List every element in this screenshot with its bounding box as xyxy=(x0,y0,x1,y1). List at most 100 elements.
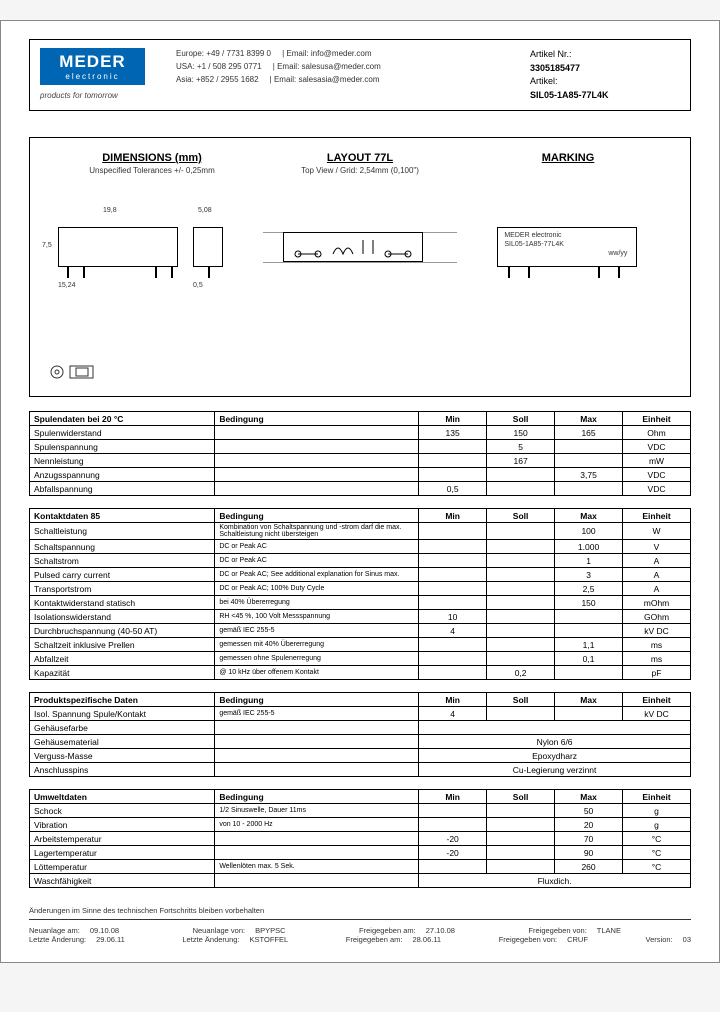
row-min xyxy=(419,860,487,874)
row-span-value: Epoxydharz xyxy=(419,749,691,763)
table-title: Umweltdaten xyxy=(30,790,215,804)
row-condition: von 10 - 2000 Hz xyxy=(215,818,419,832)
row-label: Kontaktwiderstand statisch xyxy=(30,596,215,610)
row-unit: A xyxy=(623,554,691,568)
row-condition xyxy=(215,721,419,735)
phone: +1 / 508 295 0771 xyxy=(197,62,262,71)
dimensions-sub: Unspecified Tolerances +/- 0,25mm xyxy=(48,166,256,175)
email-label: | Email: xyxy=(282,49,309,58)
footer-value: 29.06.11 xyxy=(96,935,125,944)
row-min xyxy=(419,638,487,652)
row-min xyxy=(419,568,487,582)
table-header: Einheit xyxy=(623,790,691,804)
table-header: Max xyxy=(555,693,623,707)
table-row: Nennleistung167mW xyxy=(30,454,691,468)
row-label: Schaltstrom xyxy=(30,554,215,568)
article-no: 3305185477 xyxy=(530,62,680,76)
footer-separator xyxy=(29,919,691,920)
row-soll xyxy=(487,638,555,652)
row-soll xyxy=(487,554,555,568)
row-unit: mW xyxy=(623,454,691,468)
row-label: Abfallspannung xyxy=(30,482,215,496)
row-max: 260 xyxy=(555,860,623,874)
row-span-value xyxy=(419,721,691,735)
row-soll xyxy=(487,624,555,638)
table-row: Verguss-MasseEpoxydharz xyxy=(30,749,691,763)
row-soll: 5 xyxy=(487,440,555,454)
dimensions-heading: DIMENSIONS (mm) Unspecified Tolerances +… xyxy=(48,152,256,175)
row-condition: 1/2 Sinuswelle, Dauer 11ms xyxy=(215,804,419,818)
row-condition: gemessen ohne Spulenerregung xyxy=(215,652,419,666)
marking-line1: MEDER electronic xyxy=(504,232,642,239)
layout-drawing xyxy=(263,187,458,347)
table-header: Einheit xyxy=(623,412,691,426)
table-header: Bedingung xyxy=(215,412,419,426)
row-soll xyxy=(487,846,555,860)
footer-label: Freigegeben am: xyxy=(359,926,416,935)
table-header: Soll xyxy=(487,412,555,426)
table-header: Soll xyxy=(487,509,555,523)
row-min xyxy=(419,596,487,610)
row-min: 4 xyxy=(419,707,487,721)
table-header: Min xyxy=(419,693,487,707)
spec-table: UmweltdatenBedingungMinSollMaxEinheitSch… xyxy=(29,789,691,888)
table-row: AnschlusspinsCu-Legierung verzinnt xyxy=(30,763,691,777)
contact-column: Europe: +49 / 7731 8399 0 | Email: info@… xyxy=(176,48,514,102)
row-min xyxy=(419,468,487,482)
dim-label: 7,5 xyxy=(42,242,52,249)
row-min: -20 xyxy=(419,846,487,860)
row-label: Nennleistung xyxy=(30,454,215,468)
contact-asia: Asia: +852 / 2955 1682 | Email: salesasi… xyxy=(176,74,514,87)
table-row: SchaltleistungKombination von Schaltspan… xyxy=(30,523,691,540)
row-label: Schaltzeit inklusive Prellen xyxy=(30,638,215,652)
row-max: 20 xyxy=(555,818,623,832)
table-row: Spulenspannung 5 VDC xyxy=(30,440,691,454)
row-condition xyxy=(215,454,419,468)
row-unit: GOhm xyxy=(623,610,691,624)
marking-body: MEDER electronic SIL05-1A85-77L4K ww/yy xyxy=(497,227,637,267)
row-span-value: Nylon 6/6 xyxy=(419,735,691,749)
row-soll: 0,2 xyxy=(487,666,555,680)
row-soll xyxy=(487,523,555,540)
row-soll xyxy=(487,482,555,496)
email: salesasia@meder.com xyxy=(298,75,379,84)
row-unit: °C xyxy=(623,832,691,846)
row-max: 3 xyxy=(555,568,623,582)
article-label: Artikel: xyxy=(530,75,680,89)
marking-line2: SIL05-1A85-77L4K xyxy=(504,241,642,248)
table-row: WaschfähigkeitFluxdich. xyxy=(30,874,691,888)
region-label: USA: xyxy=(176,62,195,71)
row-max xyxy=(555,482,623,496)
row-min xyxy=(419,540,487,554)
phone: +852 / 2955 1682 xyxy=(196,75,259,84)
row-label: Spulenspannung xyxy=(30,440,215,454)
row-min: 4 xyxy=(419,624,487,638)
row-label: Lagertemperatur xyxy=(30,846,215,860)
row-condition: Kombination von Schaltspannung und -stro… xyxy=(215,523,419,540)
row-soll xyxy=(487,582,555,596)
row-condition: @ 10 kHz über offenem Kontakt xyxy=(215,666,419,680)
table-row: Spulenwiderstand135150165Ohm xyxy=(30,426,691,440)
row-condition: RH <45 %, 100 Volt Messspannung xyxy=(215,610,419,624)
article-column: Artikel Nr.: 3305185477 Artikel: SIL05-1… xyxy=(530,48,680,102)
article-name: SIL05-1A85-77L4K xyxy=(530,89,680,103)
tables-container: Spulendaten bei 20 °CBedingungMinSollMax… xyxy=(29,411,691,888)
row-max: 3,75 xyxy=(555,468,623,482)
row-span-value: Cu-Legierung verzinnt xyxy=(419,763,691,777)
footer-label: Freigegeben am: xyxy=(346,935,403,944)
row-condition: bei 40% Übererregung xyxy=(215,596,419,610)
row-min: -20 xyxy=(419,832,487,846)
row-min xyxy=(419,652,487,666)
row-unit: °C xyxy=(623,846,691,860)
row-unit: W xyxy=(623,523,691,540)
footer-value: BPYPSC xyxy=(255,926,285,935)
table-row: Abfallspannung0,5VDC xyxy=(30,482,691,496)
table-header: Einheit xyxy=(623,509,691,523)
row-unit: VDC xyxy=(623,440,691,454)
phone: +49 / 7731 8399 0 xyxy=(206,49,271,58)
table-row: Gehäusefarbe xyxy=(30,721,691,735)
row-unit: VDC xyxy=(623,468,691,482)
row-condition: DC or Peak AC xyxy=(215,540,419,554)
header-box: MEDER electronic products for tomorrow E… xyxy=(29,39,691,111)
row-min xyxy=(419,804,487,818)
